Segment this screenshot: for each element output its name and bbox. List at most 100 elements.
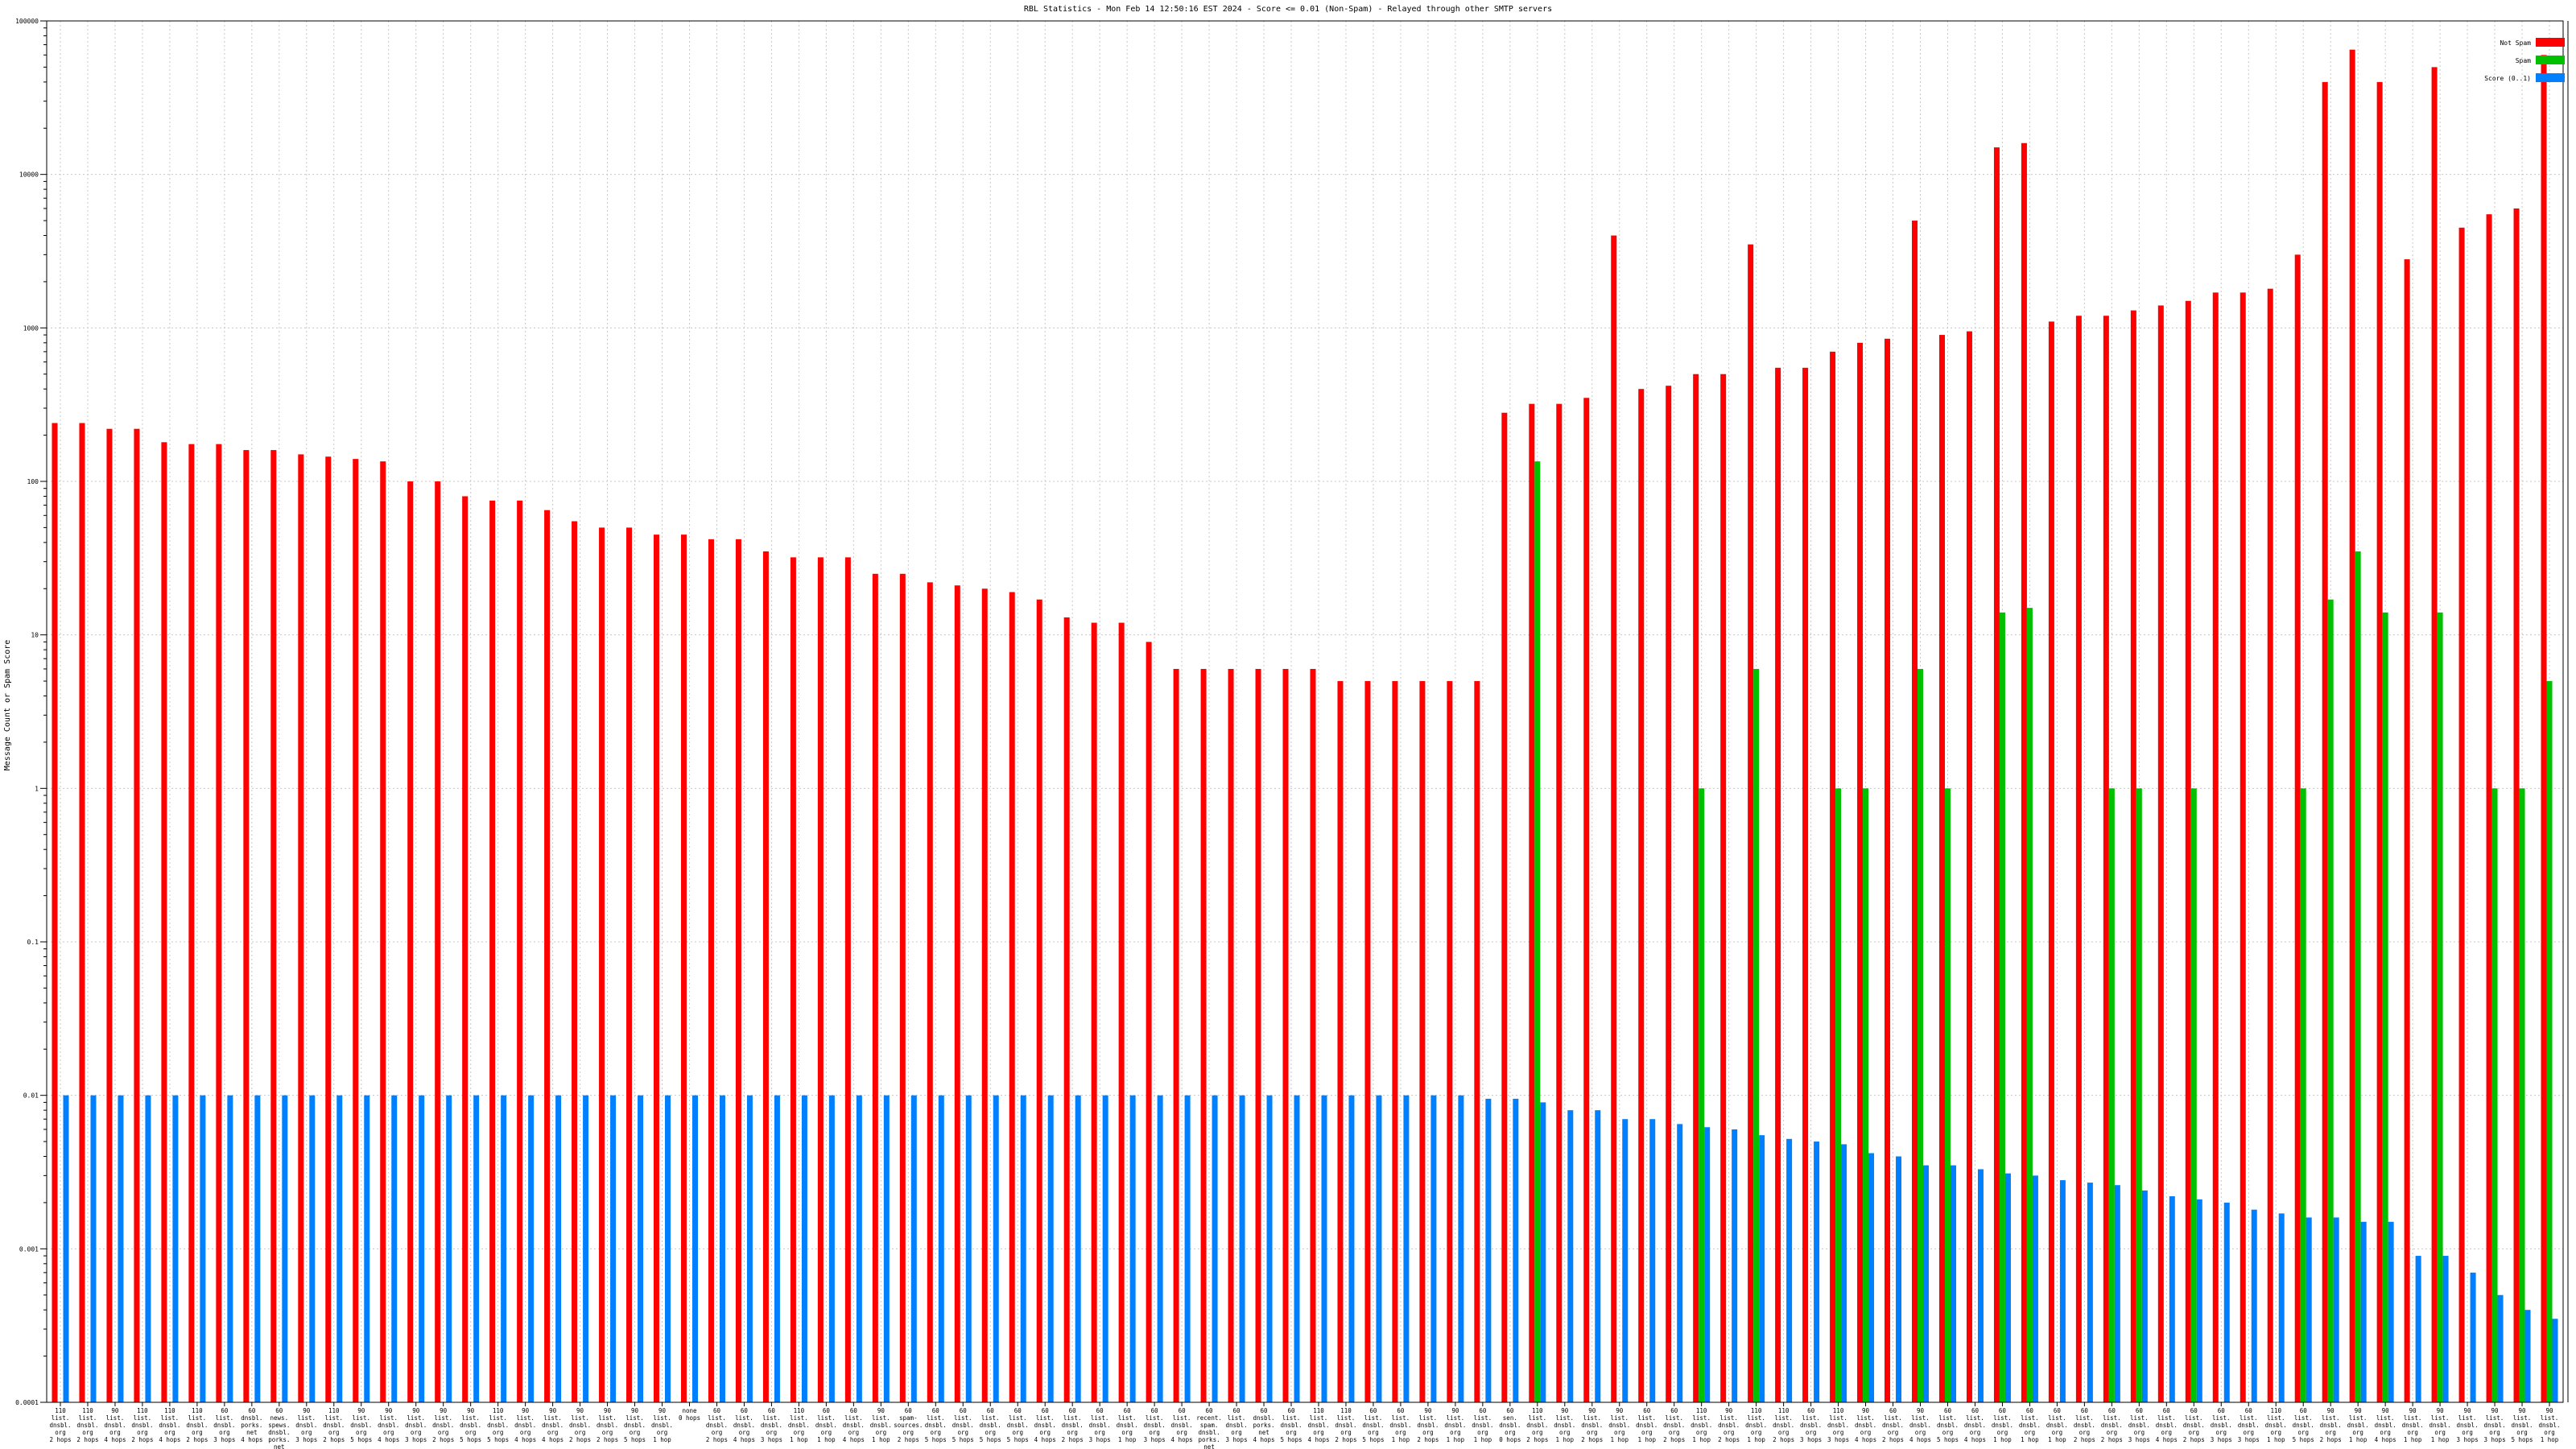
x-tick-label: 1 hop bbox=[1447, 1436, 1465, 1443]
bar-score-0-1 bbox=[938, 1095, 944, 1402]
x-tick-label: list. bbox=[1966, 1414, 1984, 1422]
x-tick-label: 1 hop bbox=[817, 1436, 836, 1443]
x-tick-label: 90 bbox=[303, 1407, 311, 1414]
x-tick-label: list. bbox=[1938, 1414, 1957, 1422]
x-tick-label: org bbox=[2380, 1429, 2391, 1436]
x-tick-label: 3 hops bbox=[1144, 1436, 1166, 1443]
x-tick-label: dnsbl. bbox=[1362, 1422, 1384, 1429]
bar-not-spam bbox=[1173, 668, 1179, 1402]
x-tick-label: 2 hops bbox=[2074, 1436, 2095, 1443]
bar-not-spam bbox=[1693, 374, 1699, 1402]
x-tick-label: 60 bbox=[2190, 1407, 2198, 1414]
x-tick-label: dnsbl. bbox=[76, 1422, 98, 1429]
x-tick-label: dnsbl. bbox=[1199, 1429, 1220, 1436]
chart-title: RBL Statistics - Mon Feb 14 12:50:16 EST… bbox=[1024, 5, 1552, 14]
x-tick-label: 90 bbox=[440, 1407, 448, 1414]
bar-score-0-1 bbox=[2442, 1256, 2449, 1402]
x-tick-label: 5 hops bbox=[2511, 1436, 2533, 1443]
bar-score-0-1 bbox=[446, 1095, 452, 1402]
legend-label: Spam bbox=[2516, 57, 2531, 64]
x-tick-label: 90 bbox=[1424, 1407, 1432, 1414]
x-tick-label: list. bbox=[1282, 1414, 1301, 1422]
y-tick-label: 10 bbox=[31, 632, 39, 639]
bar-score-0-1 bbox=[801, 1095, 807, 1402]
bar-spam bbox=[1863, 788, 1869, 1402]
x-tick-label: dnsbl. bbox=[2511, 1422, 2533, 1429]
x-tick-label: list. bbox=[598, 1414, 617, 1422]
bar-not-spam bbox=[1748, 244, 1754, 1403]
x-tick-label: list. bbox=[106, 1414, 125, 1422]
x-tick-label: org bbox=[1669, 1429, 1680, 1436]
x-tick-label: org bbox=[1724, 1429, 1735, 1436]
x-tick-label: list. bbox=[543, 1414, 562, 1422]
x-tick-label: list. bbox=[1337, 1414, 1356, 1422]
bar-score-0-1 bbox=[473, 1095, 480, 1402]
bar-not-spam bbox=[1364, 681, 1371, 1402]
bar-not-spam bbox=[1885, 338, 1891, 1403]
bar-score-0-1 bbox=[1239, 1095, 1245, 1402]
bar-score-0-1 bbox=[1075, 1095, 1081, 1402]
x-tick-label: list. bbox=[407, 1414, 425, 1422]
x-tick-label: org bbox=[55, 1429, 66, 1436]
x-tick-label: list. bbox=[2458, 1414, 2477, 1422]
bar-score-0-1 bbox=[965, 1095, 972, 1402]
x-tick-label: dnsbl. bbox=[651, 1422, 673, 1429]
x-tick-label: list. bbox=[1993, 1414, 2012, 1422]
x-tick-label: org bbox=[1806, 1429, 1817, 1436]
x-tick-label: dnsbl. bbox=[131, 1422, 153, 1429]
bar-not-spam bbox=[161, 442, 167, 1402]
bar-not-spam bbox=[762, 551, 769, 1402]
x-tick-label: list. bbox=[1118, 1414, 1137, 1422]
x-tick-label: org bbox=[1696, 1429, 1707, 1436]
x-tick-label: 4 hops bbox=[378, 1436, 399, 1443]
x-tick-label: dnsbl. bbox=[1827, 1422, 1849, 1429]
x-tick-label: 110 bbox=[2270, 1407, 2281, 1414]
x-tick-label: 60 bbox=[1206, 1407, 1214, 1414]
x-tick-label: list. bbox=[1447, 1414, 1465, 1422]
x-tick-label: list. bbox=[1310, 1414, 1328, 1422]
x-tick-label: 0 hops bbox=[1499, 1436, 1521, 1443]
bar-score-0-1 bbox=[1786, 1138, 1793, 1402]
bar-score-0-1 bbox=[1567, 1110, 1574, 1402]
bar-not-spam bbox=[2103, 316, 2109, 1403]
x-tick-label: 90 bbox=[2491, 1407, 2500, 1414]
bars bbox=[52, 49, 2558, 1403]
y-tick-label: 100 bbox=[27, 478, 39, 485]
x-tick-label: 60 bbox=[2026, 1407, 2034, 1414]
bar-score-0-1 bbox=[1157, 1095, 1163, 1402]
x-tick-label: 3 hops bbox=[405, 1436, 427, 1443]
bar-score-0-1 bbox=[1704, 1127, 1711, 1402]
x-tick-label: org bbox=[1997, 1429, 2008, 1436]
x-tick-label: list. bbox=[1146, 1414, 1164, 1422]
x-tick-label: list. bbox=[2322, 1414, 2340, 1422]
x-tick-label: 90 bbox=[1451, 1407, 1459, 1414]
x-tick-label: org bbox=[2544, 1429, 2555, 1436]
bar-not-spam bbox=[435, 481, 441, 1402]
x-tick-label: org bbox=[2407, 1429, 2418, 1436]
bar-score-0-1 bbox=[2114, 1185, 2120, 1402]
x-tick-label: 4 hops bbox=[733, 1436, 755, 1443]
x-tick-label: 3 hops bbox=[2128, 1436, 2150, 1443]
bar-not-spam bbox=[735, 539, 741, 1403]
x-tick-label: list. bbox=[1719, 1414, 1738, 1422]
x-tick-label: 60 bbox=[1042, 1407, 1050, 1414]
bar-spam bbox=[1835, 788, 1842, 1402]
x-tick-label: list. bbox=[2404, 1414, 2422, 1422]
bar-not-spam bbox=[1775, 367, 1781, 1402]
bar-spam bbox=[2300, 788, 2306, 1402]
y-tick-label: 0.1 bbox=[27, 939, 39, 946]
x-tick-label: list. bbox=[790, 1414, 808, 1422]
x-tick-label: org bbox=[766, 1429, 778, 1436]
x-tick-label: 3 hops bbox=[2484, 1436, 2506, 1443]
x-tick-label: 2 hops bbox=[186, 1436, 208, 1443]
bar-score-0-1 bbox=[1950, 1165, 1956, 1402]
bar-not-spam bbox=[2404, 259, 2410, 1402]
x-tick-label: 5 hops bbox=[1362, 1436, 1384, 1443]
x-tick-label: list. bbox=[1091, 1414, 1109, 1422]
x-tick-label: list. bbox=[2267, 1414, 2285, 1422]
x-tick-label: list. bbox=[653, 1414, 671, 1422]
bar-not-spam bbox=[872, 573, 878, 1403]
x-tick-label: 60 bbox=[768, 1407, 776, 1414]
x-tick-label: dnsbl. bbox=[706, 1422, 728, 1429]
x-tick-label: dnsbl. bbox=[241, 1414, 262, 1422]
